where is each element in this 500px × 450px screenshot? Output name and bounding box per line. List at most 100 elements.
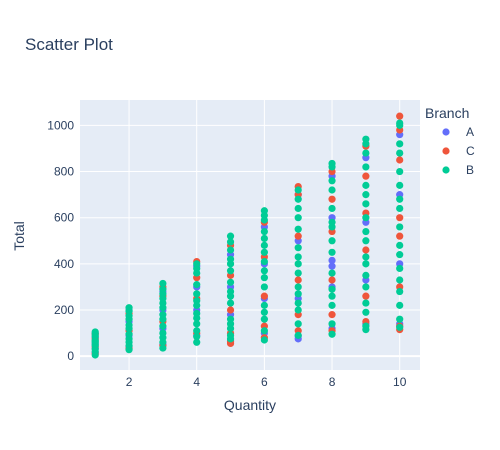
data-point[interactable] [328,330,336,338]
data-point[interactable] [362,260,370,268]
data-point[interactable] [362,227,370,236]
data-point[interactable] [260,241,268,249]
data-point[interactable] [328,320,336,328]
data-point[interactable] [362,149,370,157]
data-point[interactable] [193,260,201,268]
data-point[interactable] [226,238,235,246]
data-point[interactable] [396,287,404,296]
data-point[interactable] [260,257,268,266]
data-point[interactable] [193,332,201,341]
data-point[interactable] [362,237,370,245]
data-point[interactable] [294,214,302,222]
data-point[interactable] [260,227,268,236]
data-point[interactable] [125,330,133,338]
data-point[interactable] [294,204,302,213]
data-point[interactable] [260,248,268,256]
data-point[interactable] [328,269,336,277]
data-point[interactable] [328,276,336,284]
data-point[interactable] [396,112,404,120]
data-point[interactable] [159,344,167,352]
data-point[interactable] [328,301,336,309]
data-point[interactable] [396,241,404,249]
data-point[interactable] [396,223,404,231]
data-point[interactable] [396,315,404,323]
data-point[interactable] [294,290,302,298]
data-point[interactable] [260,267,268,275]
data-point[interactable] [396,140,404,148]
data-point[interactable] [226,232,235,240]
data-point[interactable] [328,256,336,264]
data-point[interactable] [159,285,167,293]
data-point[interactable] [328,237,336,245]
data-point[interactable] [260,283,268,291]
data-point[interactable] [294,195,302,203]
data-point[interactable] [260,301,268,309]
data-point[interactable] [294,331,302,339]
data-point[interactable] [362,271,370,279]
data-point[interactable] [159,322,167,330]
data-point[interactable] [294,232,302,240]
data-point[interactable] [91,328,99,336]
data-point[interactable] [362,292,370,300]
data-point[interactable] [226,246,235,254]
data-point[interactable] [328,262,336,270]
data-point[interactable] [328,177,336,185]
data-point[interactable] [396,195,404,203]
data-point[interactable] [226,331,235,339]
data-point[interactable] [125,304,133,312]
data-point[interactable] [226,278,235,286]
data-point[interactable] [362,299,370,307]
data-point[interactable] [362,308,370,316]
data-point[interactable] [396,232,404,240]
data-point[interactable] [260,292,268,300]
data-point[interactable] [396,323,404,331]
data-point[interactable] [362,246,370,254]
data-point[interactable] [294,244,302,252]
data-point[interactable] [260,207,268,215]
data-point[interactable] [396,276,404,284]
data-point[interactable] [260,308,268,316]
data-point[interactable] [193,338,201,346]
data-point[interactable] [362,163,370,171]
data-point[interactable] [396,214,404,222]
data-point[interactable] [396,167,404,176]
data-point[interactable] [294,269,302,277]
data-point[interactable] [396,251,404,259]
data-point[interactable] [328,195,336,203]
data-point[interactable] [396,264,404,273]
data-point[interactable] [260,327,268,335]
data-point[interactable] [294,186,302,194]
data-point[interactable] [362,283,370,291]
data-point[interactable] [193,281,201,289]
data-point[interactable] [362,322,370,330]
data-point[interactable] [193,297,201,305]
data-point[interactable] [328,285,336,293]
data-point[interactable] [294,283,302,291]
data-point[interactable] [193,327,201,335]
data-point[interactable] [226,267,235,275]
data-point[interactable] [328,248,336,256]
data-point[interactable] [328,159,336,168]
data-point[interactable] [193,320,201,328]
data-point[interactable] [159,311,167,319]
data-point[interactable] [294,253,302,261]
data-point[interactable] [226,299,235,307]
data-point[interactable] [260,234,268,243]
data-point[interactable] [362,200,370,208]
data-point[interactable] [193,309,201,318]
data-point[interactable] [362,191,370,199]
data-point[interactable] [294,299,302,307]
data-point[interactable] [328,218,336,226]
data-point[interactable] [362,253,370,261]
data-point[interactable] [396,301,404,309]
data-point[interactable] [294,306,302,314]
data-point[interactable] [328,186,336,194]
data-point[interactable] [362,214,370,222]
data-point[interactable] [159,279,167,288]
data-point[interactable] [396,181,404,189]
data-point[interactable] [260,315,268,323]
data-point[interactable] [328,311,336,319]
data-point[interactable] [328,204,336,213]
data-point[interactable] [396,149,404,157]
data-point[interactable] [226,287,235,296]
